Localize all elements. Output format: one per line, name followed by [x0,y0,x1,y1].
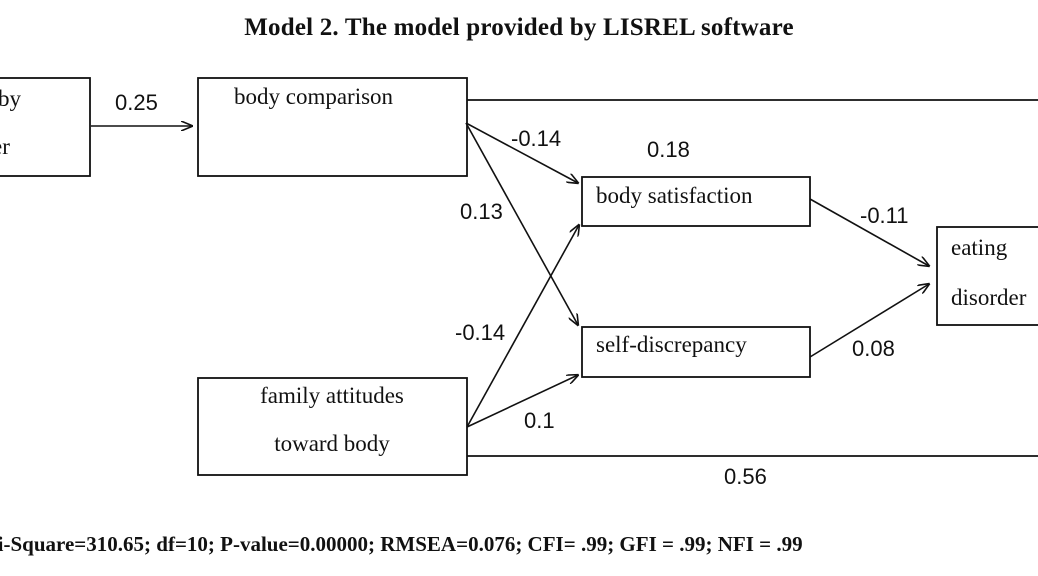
path-coef-family-to-discrepancy: 0.1 [524,408,555,433]
path-arrow-comparison-to-discrepancy [465,122,578,325]
node-box-body-satisfaction [581,176,811,227]
fit-indices-text: hi-Square=310.65; df=10; P-value=0.00000… [0,532,803,556]
node-label-eating-disorder-2: disorder [951,285,1027,310]
path-coef-discrepancy-to-eating: 0.08 [852,336,895,361]
node-label-self-discrepancy: self-discrepancy [596,332,747,357]
path-arrow-family-to-satisfaction [466,225,579,428]
node-label-body-comparison: body comparison [234,84,394,109]
node-label-left-cut-1: by [0,86,22,111]
node-label-family-attitudes-2: toward body [274,431,390,456]
fit-indices-line: hi-Square=310.65; df=10; P-value=0.00000… [0,532,1038,557]
path-coef-family-to-satisfaction: -0.14 [455,320,505,345]
node-label-eating-disorder-1: eating [951,235,1008,260]
node-label-body-satisfaction: body satisfaction [596,183,753,208]
path-coef-family-to-eating: 0.56 [724,464,767,489]
node-box-left-cut [0,77,91,177]
path-arrow-family-to-discrepancy [466,375,578,428]
path-arrow-discrepancy-to-eating [809,284,929,358]
path-coef-left-to-comparison: 0.25 [115,90,158,115]
path-arrow-comparison-to-satisfaction [465,122,578,183]
path-coef-comparison-to-satisfaction: -0.14 [511,126,561,151]
node-box-self-discrepancy [581,326,811,378]
diagram-title: Model 2. The model provided by LISREL so… [244,14,794,41]
node-label-family-attitudes-1: family attitudes [260,383,404,408]
node-box-eating-disorder [936,226,1038,326]
node-label-left-cut-2: er [0,134,10,159]
node-box-body-comparison [197,77,468,177]
path-coef-satisfaction-to-eating: -0.11 [860,203,909,228]
path-coef-comparison-to-discrepancy: 0.13 [460,199,503,224]
r-squared-body-satisfaction: 0.18 [647,137,690,162]
path-arrow-satisfaction-to-eating [809,198,929,266]
